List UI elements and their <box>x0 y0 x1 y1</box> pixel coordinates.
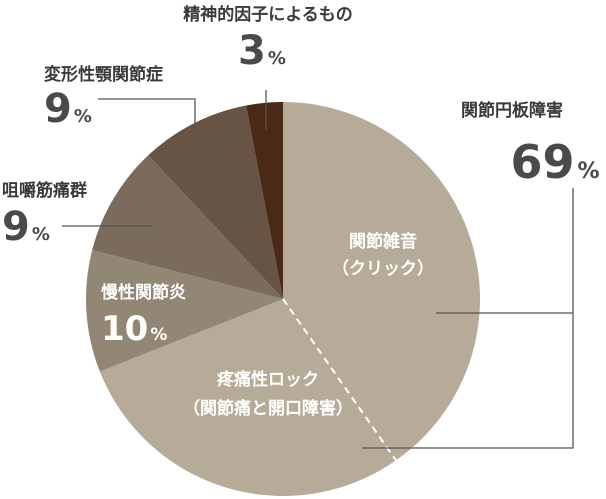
leader-lines <box>62 90 574 449</box>
pie-slice-0 <box>99 102 481 496</box>
label-osteoarthritis-name: 変形性顎関節症 <box>44 64 163 85</box>
label-myalgia-value: 9% <box>2 204 50 250</box>
pie-slice-3 <box>148 105 283 299</box>
label-arthritis-value: 10% <box>101 309 167 349</box>
pie-slices <box>86 102 481 496</box>
label-lock-line1: 疼痛性ロック <box>217 369 319 390</box>
label-click-line1: 関節雑音 <box>349 231 417 252</box>
leader-osteoarthritis <box>98 98 196 165</box>
label-lock-line2: （関節痛と開口障害） <box>183 398 353 419</box>
pie-slice-1 <box>86 250 284 372</box>
label-psychological-name: 精神的因子によるもの <box>183 4 353 25</box>
label-click-line2: （クリック） <box>332 258 434 279</box>
sub-category-divider <box>282 298 397 461</box>
label-psychological-value: 3% <box>238 28 286 74</box>
pie-slice-2 <box>92 155 283 299</box>
pie-slice-4 <box>246 102 283 299</box>
label-disc-disorder-name: 関節円板障害 <box>461 100 563 121</box>
label-myalgia-name: 咀嚼筋痛群 <box>2 180 87 201</box>
leader-disc-disorder <box>362 188 574 449</box>
label-osteoarthritis-value: 9% <box>44 86 92 132</box>
label-disc-disorder-value: 69% <box>510 135 599 189</box>
label-arthritis-name: 慢性関節炎 <box>101 282 186 303</box>
